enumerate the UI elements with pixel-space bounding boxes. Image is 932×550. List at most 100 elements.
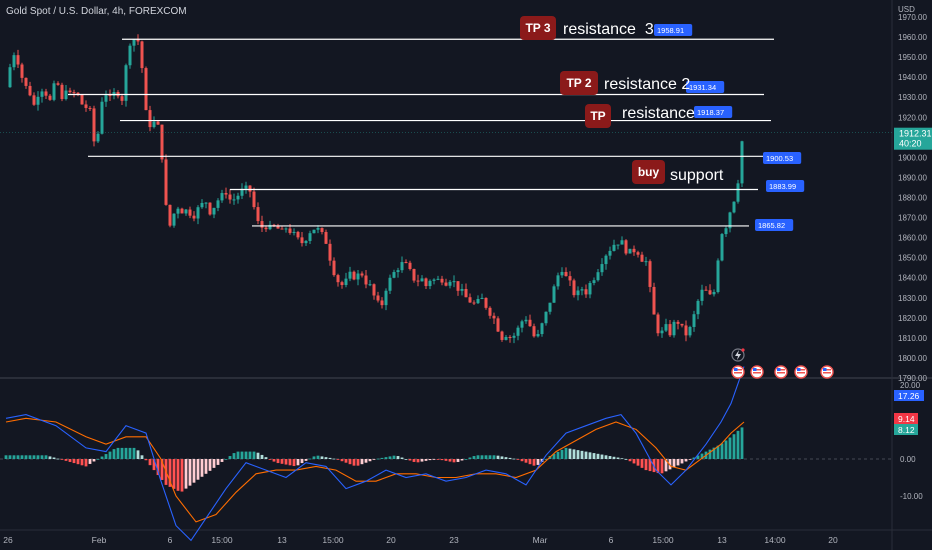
annotation-tag-box[interactable] [632, 160, 665, 184]
macd-histogram-bar [52, 457, 56, 459]
macd-histogram-bar [40, 455, 44, 459]
lightning-event-icon[interactable] [731, 348, 745, 362]
level-price-tag[interactable] [755, 219, 794, 231]
annotation-label[interactable]: support [670, 167, 724, 184]
candle-body [620, 240, 624, 245]
horizontal-levels[interactable]: 1958.91 1931.34 1918.37 1900.53 1883.99 1865.… [68, 16, 805, 231]
candle-body [328, 243, 332, 261]
macd-histogram-bar [612, 456, 616, 459]
us-flag-event-icon[interactable] [820, 365, 834, 379]
macd-histogram-bar [624, 459, 628, 460]
candle-body [28, 85, 32, 96]
candle-body [524, 319, 528, 322]
annotation-label[interactable]: resistance 3 [563, 21, 654, 38]
candle-body [124, 65, 128, 101]
macd-histogram-bar [288, 459, 292, 466]
macd-histogram-bar [712, 447, 716, 459]
us-flag-event-icon[interactable] [794, 365, 808, 379]
us-flag-event-icon[interactable] [731, 365, 745, 379]
macd-histogram-bar [388, 456, 392, 459]
candle-body [296, 231, 300, 238]
candle-body [228, 194, 232, 200]
candle-body [728, 212, 732, 229]
us-flag-event-icon[interactable] [750, 365, 764, 379]
macd-histogram-bar [648, 459, 652, 472]
annotation-label[interactable]: resistance [622, 105, 695, 122]
candle-body [512, 335, 516, 338]
candle-body [584, 289, 588, 295]
macd-histogram-bar [460, 459, 464, 461]
time-tick-label: 23 [449, 535, 459, 545]
histogram-tag [894, 424, 918, 435]
price-tick-label: 1920.00 [898, 113, 927, 122]
macd-histogram-bar [556, 451, 560, 459]
candle-body [256, 207, 260, 222]
macd-histogram-bar [28, 455, 32, 459]
price-tick-label: 1800.00 [898, 354, 927, 363]
candle-body [308, 233, 312, 241]
level-price-tag[interactable] [766, 180, 805, 192]
candle-body [408, 262, 412, 269]
annotation-tag-box[interactable] [560, 71, 598, 95]
macd-histogram-bar [496, 455, 500, 459]
level-price-tag[interactable] [686, 81, 725, 93]
macd-histogram-bar [708, 449, 712, 459]
flag-canton [777, 368, 781, 371]
current-price-value: 1912.31 [899, 129, 932, 139]
candle-body [192, 215, 196, 219]
signal-line-tag [894, 413, 918, 424]
level-price-tag[interactable] [763, 152, 802, 164]
candle-body [392, 272, 396, 278]
annotation-tag-box[interactable] [520, 16, 556, 40]
candle-body [716, 260, 720, 293]
macd-histogram-bar [44, 455, 48, 459]
time-axis[interactable]: 26 Feb 6 15:00 13 15:00 20 23 Mar 6 15:00 13 14:00 20 [3, 535, 838, 545]
macd-histogram-bar [104, 454, 108, 459]
macd-histogram-bar [468, 457, 472, 459]
candle-body [432, 279, 436, 281]
candle-body [288, 228, 292, 233]
macd-histogram-bar [736, 430, 740, 459]
candle-body [152, 121, 156, 128]
macd-histogram-bar [240, 451, 244, 459]
time-tick-label: 13 [717, 535, 727, 545]
macd-histogram-bar [608, 456, 612, 459]
level-price-tag[interactable] [654, 24, 693, 36]
event-markers[interactable] [731, 348, 834, 379]
macd-histogram-bar [332, 458, 336, 460]
macd-histogram-bar [300, 459, 304, 464]
us-flag-event-icon[interactable] [774, 365, 788, 379]
time-tick-label: 13 [277, 535, 287, 545]
price-tick-label: 1890.00 [898, 173, 927, 182]
level-price-tag[interactable] [694, 106, 733, 118]
annotation-label[interactable]: resistance 2 [604, 76, 690, 93]
candle-body [208, 202, 212, 215]
candle-body [252, 191, 256, 208]
candle-body [448, 281, 452, 286]
candle-body [232, 199, 236, 201]
candle-body [492, 315, 496, 319]
macd-histogram-bar [444, 459, 448, 461]
annotation-tag-box[interactable] [585, 104, 611, 128]
candle-body [724, 228, 728, 235]
time-tick-label: 6 [609, 535, 614, 545]
macd-histogram-bar [564, 447, 568, 459]
macd-histogram-bar [112, 449, 116, 459]
macd-histogram-bar [656, 459, 660, 474]
macd-histogram-bar [76, 459, 80, 465]
macd-histogram-bar [408, 459, 412, 461]
flag-stripes [734, 369, 742, 371]
symbol-title[interactable]: Gold Spot / U.S. Dollar, 4h, FOREXCOM [6, 6, 187, 17]
candle-body [204, 202, 208, 204]
macd-histogram-bar [692, 457, 696, 459]
candle-body [736, 183, 740, 202]
price-tick-label: 1840.00 [898, 274, 927, 283]
macd-histogram-bar [488, 455, 492, 459]
current-price-tag: 1912.31 40:20 [0, 127, 932, 150]
candle-body [508, 336, 512, 338]
candle-body [176, 208, 180, 214]
macd-histogram-bar [668, 459, 672, 470]
candle-body [528, 319, 532, 327]
macd-histogram-bar [204, 459, 208, 474]
